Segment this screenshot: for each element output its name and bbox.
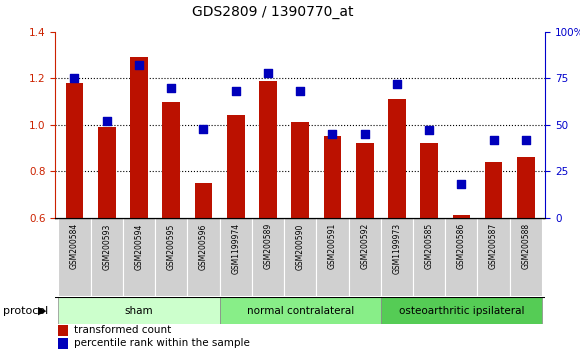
Bar — [252, 218, 284, 296]
Text: protocol: protocol — [3, 306, 48, 316]
Bar — [162, 102, 180, 218]
Point — [360, 131, 369, 137]
Bar — [66, 83, 84, 218]
Bar — [324, 136, 341, 218]
Text: GSM200590: GSM200590 — [296, 223, 304, 269]
Bar — [452, 215, 470, 218]
Text: GSM200589: GSM200589 — [263, 223, 273, 269]
Text: GSM200586: GSM200586 — [457, 223, 466, 269]
Point — [456, 181, 466, 187]
Bar — [59, 218, 90, 296]
Text: GSM1199973: GSM1199973 — [393, 223, 401, 274]
Bar — [485, 162, 502, 218]
Text: GSM200593: GSM200593 — [102, 223, 111, 269]
Bar — [194, 183, 212, 218]
Bar — [316, 218, 349, 296]
Bar — [477, 218, 510, 296]
Bar — [155, 218, 187, 296]
Bar — [380, 297, 542, 324]
Text: GSM200595: GSM200595 — [166, 223, 176, 269]
Point — [328, 131, 337, 137]
Text: GDS2809 / 1390770_at: GDS2809 / 1390770_at — [192, 5, 353, 19]
Text: GSM200587: GSM200587 — [489, 223, 498, 269]
Bar — [59, 297, 220, 324]
Bar — [510, 218, 542, 296]
Point — [166, 85, 176, 91]
Point — [392, 81, 401, 87]
Bar — [291, 122, 309, 218]
Text: GSM200594: GSM200594 — [135, 223, 143, 269]
Text: ▶: ▶ — [38, 306, 46, 316]
Text: GSM200592: GSM200592 — [360, 223, 369, 269]
Bar — [356, 143, 374, 218]
Bar — [420, 143, 438, 218]
Bar — [98, 127, 115, 218]
Text: GSM200591: GSM200591 — [328, 223, 337, 269]
Point — [231, 88, 240, 94]
Point — [425, 127, 434, 133]
Point — [295, 88, 305, 94]
Bar — [90, 218, 123, 296]
Bar — [220, 297, 380, 324]
Bar — [187, 218, 220, 296]
Text: osteoarthritic ipsilateral: osteoarthritic ipsilateral — [398, 306, 524, 316]
Text: GSM200585: GSM200585 — [425, 223, 434, 269]
Point — [199, 126, 208, 131]
Text: transformed count: transformed count — [74, 325, 172, 335]
Bar — [380, 218, 413, 296]
Text: GSM1199974: GSM1199974 — [231, 223, 240, 274]
Point — [263, 70, 273, 76]
Point — [102, 118, 111, 124]
Text: GSM200596: GSM200596 — [199, 223, 208, 269]
Text: GSM200588: GSM200588 — [521, 223, 530, 269]
Bar — [123, 218, 155, 296]
Bar — [284, 218, 316, 296]
Bar — [517, 157, 535, 218]
Bar — [130, 57, 148, 218]
Point — [135, 62, 144, 68]
Point — [489, 137, 498, 143]
Text: GSM200584: GSM200584 — [70, 223, 79, 269]
Bar — [259, 81, 277, 218]
Bar — [349, 218, 380, 296]
Bar — [227, 115, 245, 218]
Bar — [445, 218, 477, 296]
Bar — [220, 218, 252, 296]
Point — [521, 137, 531, 143]
Bar — [388, 99, 406, 218]
Text: percentile rank within the sample: percentile rank within the sample — [74, 338, 250, 348]
Bar — [413, 218, 445, 296]
Text: sham: sham — [125, 306, 153, 316]
Point — [70, 75, 79, 81]
Text: normal contralateral: normal contralateral — [246, 306, 354, 316]
